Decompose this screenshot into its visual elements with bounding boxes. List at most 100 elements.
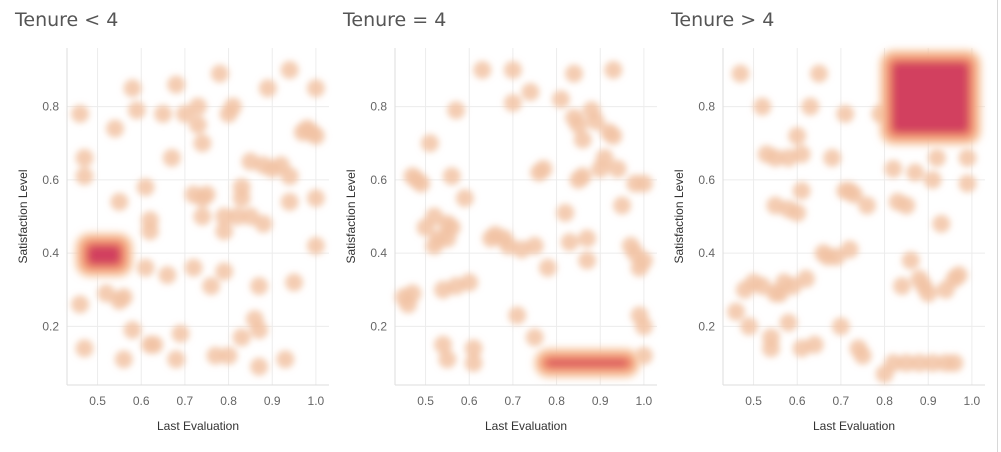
data-point <box>420 134 439 153</box>
data-point <box>805 335 824 354</box>
data-point <box>175 104 194 123</box>
data-point <box>434 335 453 354</box>
data-point <box>762 339 781 358</box>
data-point <box>945 354 964 373</box>
data-point <box>858 196 877 215</box>
x-tick-label: 0.7 <box>177 394 194 408</box>
data-point <box>206 346 225 365</box>
data-point <box>276 350 295 369</box>
chart-title: Tenure < 4 <box>15 9 119 31</box>
data-point <box>831 317 850 336</box>
data-point <box>634 317 653 336</box>
data-point <box>114 288 133 307</box>
x-tick-label: 0.6 <box>133 394 150 408</box>
data-point <box>823 148 842 167</box>
data-point <box>136 258 155 277</box>
cluster-core <box>87 245 121 265</box>
chart-panel-tenure-lt-4: Tenure < 4 <box>15 0 335 452</box>
cluster-core <box>891 61 969 133</box>
x-tick-label: 0.5 <box>417 394 434 408</box>
data-point <box>958 174 977 193</box>
data-point <box>71 104 90 123</box>
data-point <box>634 174 653 193</box>
x-tick-label: 0.9 <box>920 394 937 408</box>
data-point <box>162 148 181 167</box>
data-point <box>731 64 750 83</box>
data-point <box>613 196 632 215</box>
x-tick-label: 1.0 <box>636 394 653 408</box>
x-axis-label: Last Evaluation <box>157 419 239 433</box>
data-point <box>792 145 811 164</box>
y-tick-label: 0.6 <box>42 173 59 187</box>
data-point <box>210 64 229 83</box>
x-tick-label: 0.8 <box>220 394 237 408</box>
data-point <box>136 178 155 197</box>
data-point <box>578 229 597 248</box>
data-point <box>604 126 623 145</box>
points-layer <box>394 60 653 373</box>
data-point <box>827 247 846 266</box>
data-point <box>608 159 627 178</box>
data-point <box>473 60 492 79</box>
data-point <box>306 126 325 145</box>
x-tick-label: 0.6 <box>789 394 806 408</box>
data-point <box>556 203 575 222</box>
x-tick-label: 0.7 <box>833 394 850 408</box>
x-tick-label: 0.9 <box>592 394 609 408</box>
data-point <box>836 104 855 123</box>
points-layer <box>71 60 325 376</box>
x-tick-label: 1.0 <box>308 394 325 408</box>
y-tick-label: 0.6 <box>698 173 715 187</box>
data-point <box>464 354 483 373</box>
data-point <box>106 119 125 138</box>
chart-title: Tenure = 4 <box>343 9 447 31</box>
data-point <box>228 207 247 226</box>
data-point <box>250 321 269 340</box>
plot-area: 0.5 0.6 0.7 0.8 0.9 1.0 0.2 0.4 0.6 0.8 Last Evalu… <box>16 48 329 433</box>
x-tick-label: 0.5 <box>745 394 762 408</box>
x-tick-label: 0.8 <box>876 394 893 408</box>
data-point <box>801 97 820 116</box>
data-point <box>215 207 234 226</box>
data-point <box>71 295 90 314</box>
data-point <box>525 236 544 255</box>
data-point <box>285 273 304 292</box>
data-point <box>573 130 592 149</box>
data-point <box>845 185 863 204</box>
data-point <box>503 60 522 79</box>
data-point <box>202 277 221 296</box>
data-point <box>75 167 94 186</box>
data-point <box>75 148 94 167</box>
data-point <box>634 251 653 270</box>
data-point <box>897 354 916 373</box>
y-tick-label: 0.4 <box>370 246 387 260</box>
chart-panel-tenure-gt-4: Tenure > 4 <box>671 0 991 452</box>
data-point <box>766 148 785 167</box>
data-point <box>906 163 925 182</box>
data-point <box>565 64 584 83</box>
data-point <box>788 126 807 145</box>
data-point <box>145 335 164 354</box>
data-point <box>280 192 299 211</box>
data-point <box>595 148 614 167</box>
data-point <box>306 79 325 98</box>
x-tick-label: 0.6 <box>461 394 478 408</box>
chart-panel-tenure-eq-4: Tenure = 4 <box>343 0 663 452</box>
y-tick-label: 0.2 <box>698 319 715 333</box>
x-tick-label: 0.8 <box>548 394 565 408</box>
y-tick-label: 0.8 <box>370 100 387 114</box>
data-point <box>455 189 474 208</box>
data-point <box>232 189 251 208</box>
data-point <box>792 181 811 200</box>
density-cluster <box>75 233 133 277</box>
data-point <box>884 354 903 373</box>
data-point <box>254 214 273 233</box>
data-point <box>306 236 325 255</box>
data-point <box>123 321 142 340</box>
data-point <box>167 350 186 369</box>
data-point <box>810 64 829 83</box>
x-tick-label: 1.0 <box>964 394 981 408</box>
data-point <box>788 203 807 222</box>
data-point <box>250 277 269 296</box>
data-point <box>796 269 815 288</box>
